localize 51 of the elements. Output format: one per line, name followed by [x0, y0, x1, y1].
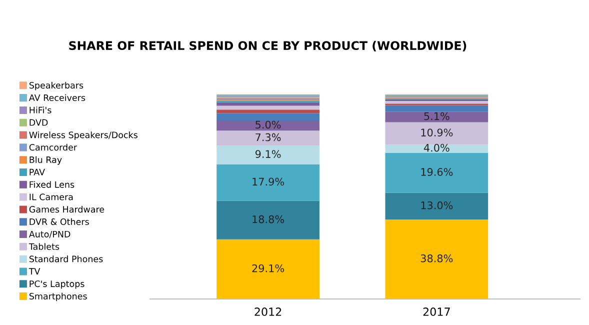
legend-label: DVR & Others: [30, 218, 89, 226]
x-tick-label: 2017: [423, 308, 450, 316]
bar: [385, 152, 488, 193]
legend-label: PC's Laptops: [30, 280, 84, 289]
bar: [385, 105, 488, 112]
legend-label: Smartphones: [29, 292, 87, 302]
bar: [216, 106, 320, 110]
data-label: 29.1%: [252, 264, 284, 272]
data-label: 4.0%: [424, 144, 450, 152]
legend-label: Auto/PND: [28, 230, 70, 238]
bar: [385, 220, 488, 299]
legend-label: TV: [28, 268, 40, 275]
bar: [385, 122, 488, 145]
bar: [385, 144, 488, 153]
legend-label: Fixed Lens: [30, 181, 74, 188]
bar: [216, 110, 320, 114]
data-label: 18.8%: [252, 215, 284, 224]
data-label: 5.1%: [424, 112, 450, 120]
bar: [216, 164, 320, 201]
data-label: 5.0%: [256, 120, 281, 129]
bar: [385, 112, 488, 122]
legend-label: Speakerbars: [29, 82, 84, 90]
bar: [216, 113, 320, 120]
legend-label: PAV: [30, 168, 45, 176]
legend-label: Camcorder: [29, 144, 78, 151]
chart-title: SHARE OF RETAIL SPEND ON CE BY PRODUCT (WORLDWIDE): [69, 40, 466, 52]
data-label: 9.1%: [255, 150, 281, 158]
legend-label: Blu Ray: [30, 156, 62, 165]
legend-label: HiFi's: [30, 106, 52, 114]
legend-label: Tablets: [28, 243, 60, 250]
data-label: 13.0%: [421, 201, 453, 210]
data-label: 17.9%: [252, 178, 284, 186]
bar: [216, 239, 320, 299]
bar: [216, 102, 320, 106]
bar: [216, 130, 320, 146]
legend-label: DVD: [30, 119, 48, 126]
bar: [385, 192, 488, 220]
x-tick-label: 2012: [254, 308, 282, 316]
bar: [216, 146, 320, 164]
data-label: 19.6%: [421, 168, 453, 176]
data-label: 38.8%: [420, 254, 453, 262]
bar: [216, 200, 320, 240]
bar: [216, 120, 320, 131]
legend-label: Standard Phones: [29, 256, 103, 262]
legend-label: AV Receivers: [28, 94, 86, 101]
legend-label: Games Hardware: [29, 206, 104, 213]
data-label: 7.3%: [256, 133, 281, 142]
data-label: 10.9%: [421, 128, 453, 136]
bar: [385, 100, 488, 104]
legend-label: Wireless Speakers/Docks: [29, 131, 138, 140]
legend-label: IL Camera: [30, 194, 73, 200]
